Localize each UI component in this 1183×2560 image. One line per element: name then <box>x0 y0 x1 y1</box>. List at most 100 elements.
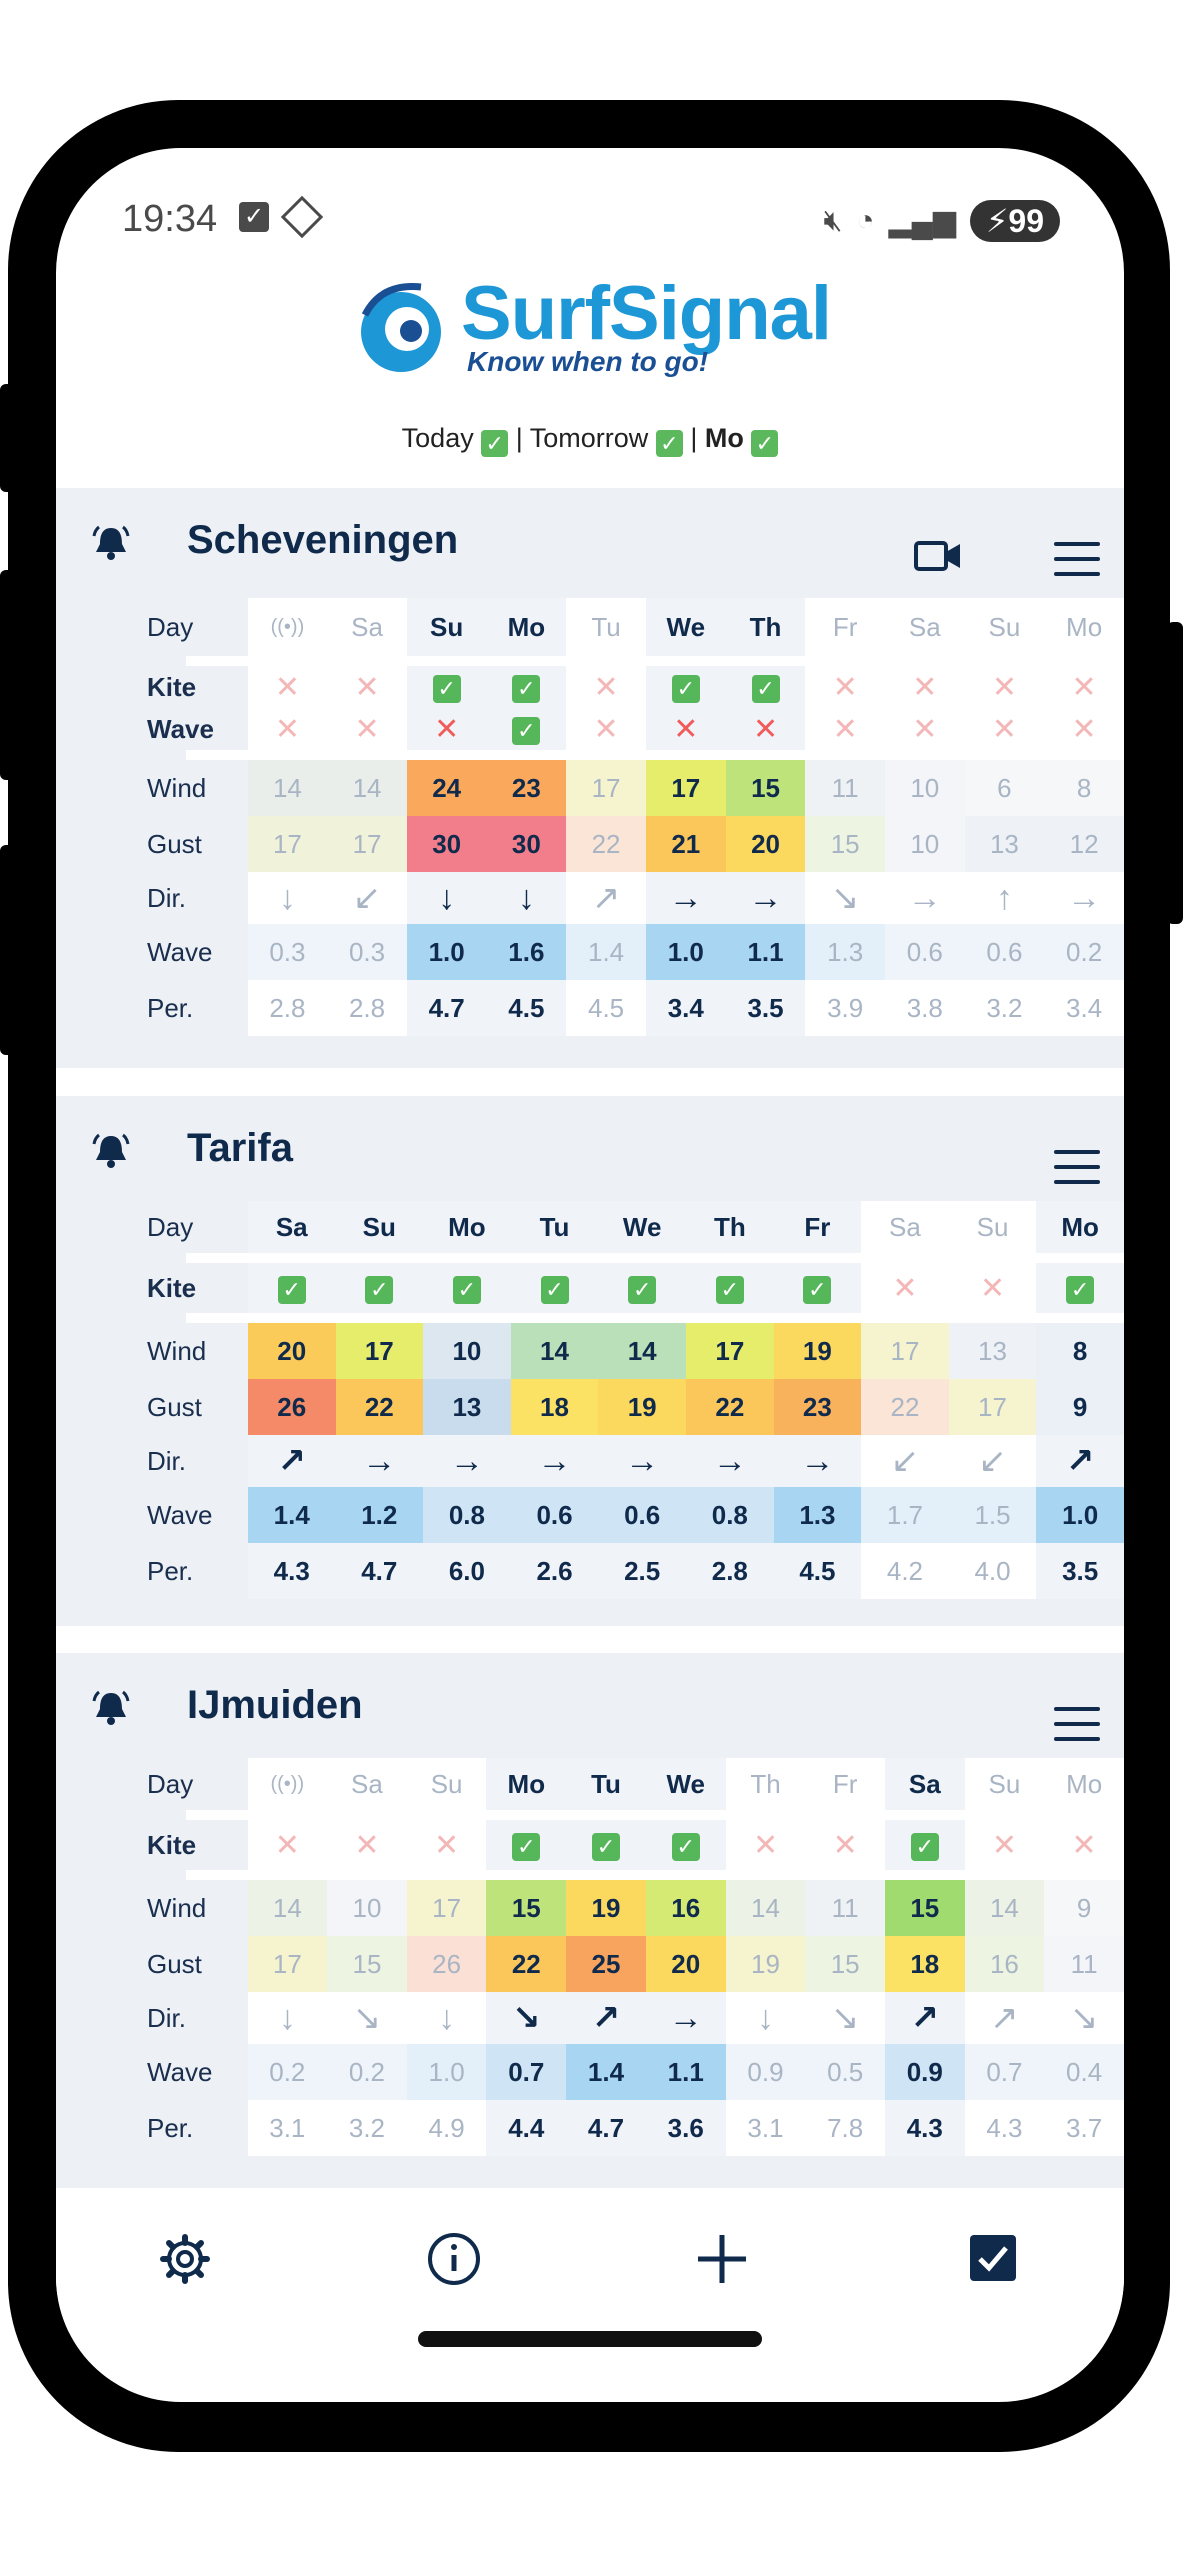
cross-icon: ✕ <box>752 1828 779 1862</box>
gust-cell: 21 <box>645 816 726 872</box>
summary-tomorrow: Tomorrow <box>529 423 649 453</box>
wind-cell: 17 <box>645 760 726 816</box>
check-icon: ✓ <box>512 716 541 745</box>
battery-indicator: ⚡99 <box>969 200 1060 242</box>
check-icon: ✓ <box>910 1832 939 1861</box>
row-label: Gust <box>121 1379 248 1435</box>
info-icon[interactable] <box>426 2231 482 2287</box>
direction-arrow-icon: ↓ <box>486 872 567 924</box>
checkbox-notification-icon: ✓ <box>239 202 269 232</box>
spot-name[interactable]: IJmuiden <box>187 1683 363 1727</box>
spot-name[interactable]: Scheveningen <box>187 518 459 562</box>
check-icon: ✓ <box>671 1832 700 1861</box>
period-cell: 3.6 <box>645 2100 726 2156</box>
wave-cell: 1.3 <box>805 924 885 980</box>
direction-arrow-icon: → <box>1044 872 1124 924</box>
cross-icon: ✕ <box>673 712 699 746</box>
gust-cell: 17 <box>247 816 328 872</box>
kite-status: ✕ <box>964 666 1045 708</box>
day-label: Th <box>725 598 806 656</box>
home-indicator[interactable] <box>418 2331 762 2347</box>
wave-cell: 0.2 <box>327 2044 407 2100</box>
period-cell: 4.9 <box>406 2100 487 2156</box>
day-label: Tu <box>566 598 646 656</box>
cross-icon: ✕ <box>979 1271 1006 1305</box>
hamburger-menu-icon[interactable] <box>1054 542 1100 576</box>
wind-cell: 14 <box>725 1880 806 1936</box>
forecast-table: Day ((•)) Sa Su Mo Tu We Th Fr Sa Su Mo Kite ✕ ✕ ✓ ✓ ✕ ✓ ✓ ✕… <box>56 598 1124 1036</box>
arrow-glyph: → <box>362 1441 397 1480</box>
wave-status: ✕ <box>725 708 806 750</box>
bell-icon[interactable] <box>90 1130 132 1172</box>
hamburger-menu-icon[interactable] <box>1054 1707 1100 1741</box>
mute-icon: 🔇︎ <box>823 204 843 237</box>
spot-name[interactable]: Tarifa <box>187 1126 293 1170</box>
row-gust: Gust 26 22 13 18 19 22 23 22 17 9 <box>121 1379 1124 1435</box>
direction-arrow-icon: ↗ <box>566 872 646 924</box>
direction-arrow-icon: → <box>686 1435 774 1487</box>
gust-cell: 11 <box>1044 1936 1124 1992</box>
gust-cell: 30 <box>406 816 487 872</box>
wave-cell: 1.7 <box>861 1487 949 1543</box>
gear-icon[interactable] <box>157 2231 213 2287</box>
arrow-glyph: ↘ <box>352 1999 382 2037</box>
wave-cell: 0.3 <box>247 924 328 980</box>
arrow-glyph: ↙ <box>352 879 382 917</box>
wind-cell: 24 <box>406 760 487 816</box>
direction-arrow-icon: ↙ <box>948 1435 1037 1487</box>
period-cell: 4.5 <box>566 980 646 1036</box>
app-notification-icon <box>280 195 324 239</box>
row-per: Per. 3.1 3.2 4.9 4.4 4.7 3.6 3.1 7.8 4.3 4.3 3.7 <box>121 2100 1124 2156</box>
arrow-glyph: ↘ <box>830 879 860 917</box>
wind-cell: 15 <box>725 760 806 816</box>
wave-cell: 0.3 <box>327 924 407 980</box>
gust-cell: 13 <box>423 1379 511 1435</box>
row-label: Wind <box>121 760 248 816</box>
gust-cell: 22 <box>686 1379 774 1435</box>
wave-cell: 1.0 <box>645 924 726 980</box>
kite-status: ✓ <box>686 1263 774 1313</box>
bell-icon[interactable] <box>90 522 132 564</box>
bell-icon[interactable] <box>90 1687 132 1729</box>
arrow-glyph: → <box>668 1998 703 2037</box>
period-cell: 4.7 <box>406 980 487 1036</box>
day-label: Th <box>686 1201 774 1253</box>
row-dir: Dir. ↗ → → → → → → ↙ ↙ ↗ <box>121 1435 1124 1487</box>
day-label: Su <box>406 1758 487 1810</box>
check-icon: ✓ <box>512 1832 541 1861</box>
gust-cell: 30 <box>486 816 567 872</box>
check-icon: ✓ <box>540 1275 569 1304</box>
arrow-glyph: ↗ <box>990 1999 1019 2037</box>
row-wind: Wind 14 10 17 15 19 16 14 11 15 14 9 <box>121 1880 1124 1936</box>
plus-icon[interactable] <box>696 2233 748 2285</box>
row-wave: Wave 1.4 1.2 0.8 0.6 0.6 0.8 1.3 1.7 1.5 1.0 <box>121 1487 1124 1543</box>
direction-arrow-icon: → <box>645 872 726 924</box>
cross-icon: ✕ <box>354 712 380 746</box>
period-cell: 3.7 <box>1044 2100 1124 2156</box>
row-label: Gust <box>121 1936 248 1992</box>
direction-arrow-icon: ↑ <box>964 872 1045 924</box>
cross-icon: ✕ <box>912 712 938 746</box>
wind-cell: 14 <box>247 1880 328 1936</box>
period-cell: 4.5 <box>486 980 567 1036</box>
checkbox-icon[interactable] <box>968 2233 1018 2283</box>
video-camera-icon[interactable] <box>914 540 962 572</box>
hamburger-menu-icon[interactable] <box>1054 1150 1100 1184</box>
gust-cell: 22 <box>486 1936 567 1992</box>
wave-cell: 1.5 <box>948 1487 1037 1543</box>
row-label: Dir. <box>121 1435 248 1487</box>
wave-cell: 1.2 <box>335 1487 424 1543</box>
cross-icon: ✕ <box>912 670 938 704</box>
gust-cell: 25 <box>566 1936 646 1992</box>
spot-card: Scheveningen Day ((•)) Sa Su Mo Tu We Th Fr Sa Su Mo… <box>56 488 1124 1068</box>
direction-arrow-icon: ↙ <box>327 872 407 924</box>
kite-status: ✓ <box>510 1263 599 1313</box>
row-wind: Wind 14 14 24 23 17 17 15 11 10 6 8 <box>121 760 1124 816</box>
row-wave_ok: Wave ✕ ✕ ✕ ✓ ✕ ✕ ✕ ✕ ✕ ✕ ✕ <box>121 708 1124 750</box>
status-time: 19:34 <box>122 198 218 240</box>
kite-status: ✕ <box>406 1820 487 1870</box>
arrow-glyph: → <box>1067 878 1102 917</box>
day-label: Sa <box>327 598 407 656</box>
kite-status: ✕ <box>566 666 646 708</box>
arrow-glyph: ↓ <box>438 1998 456 2037</box>
